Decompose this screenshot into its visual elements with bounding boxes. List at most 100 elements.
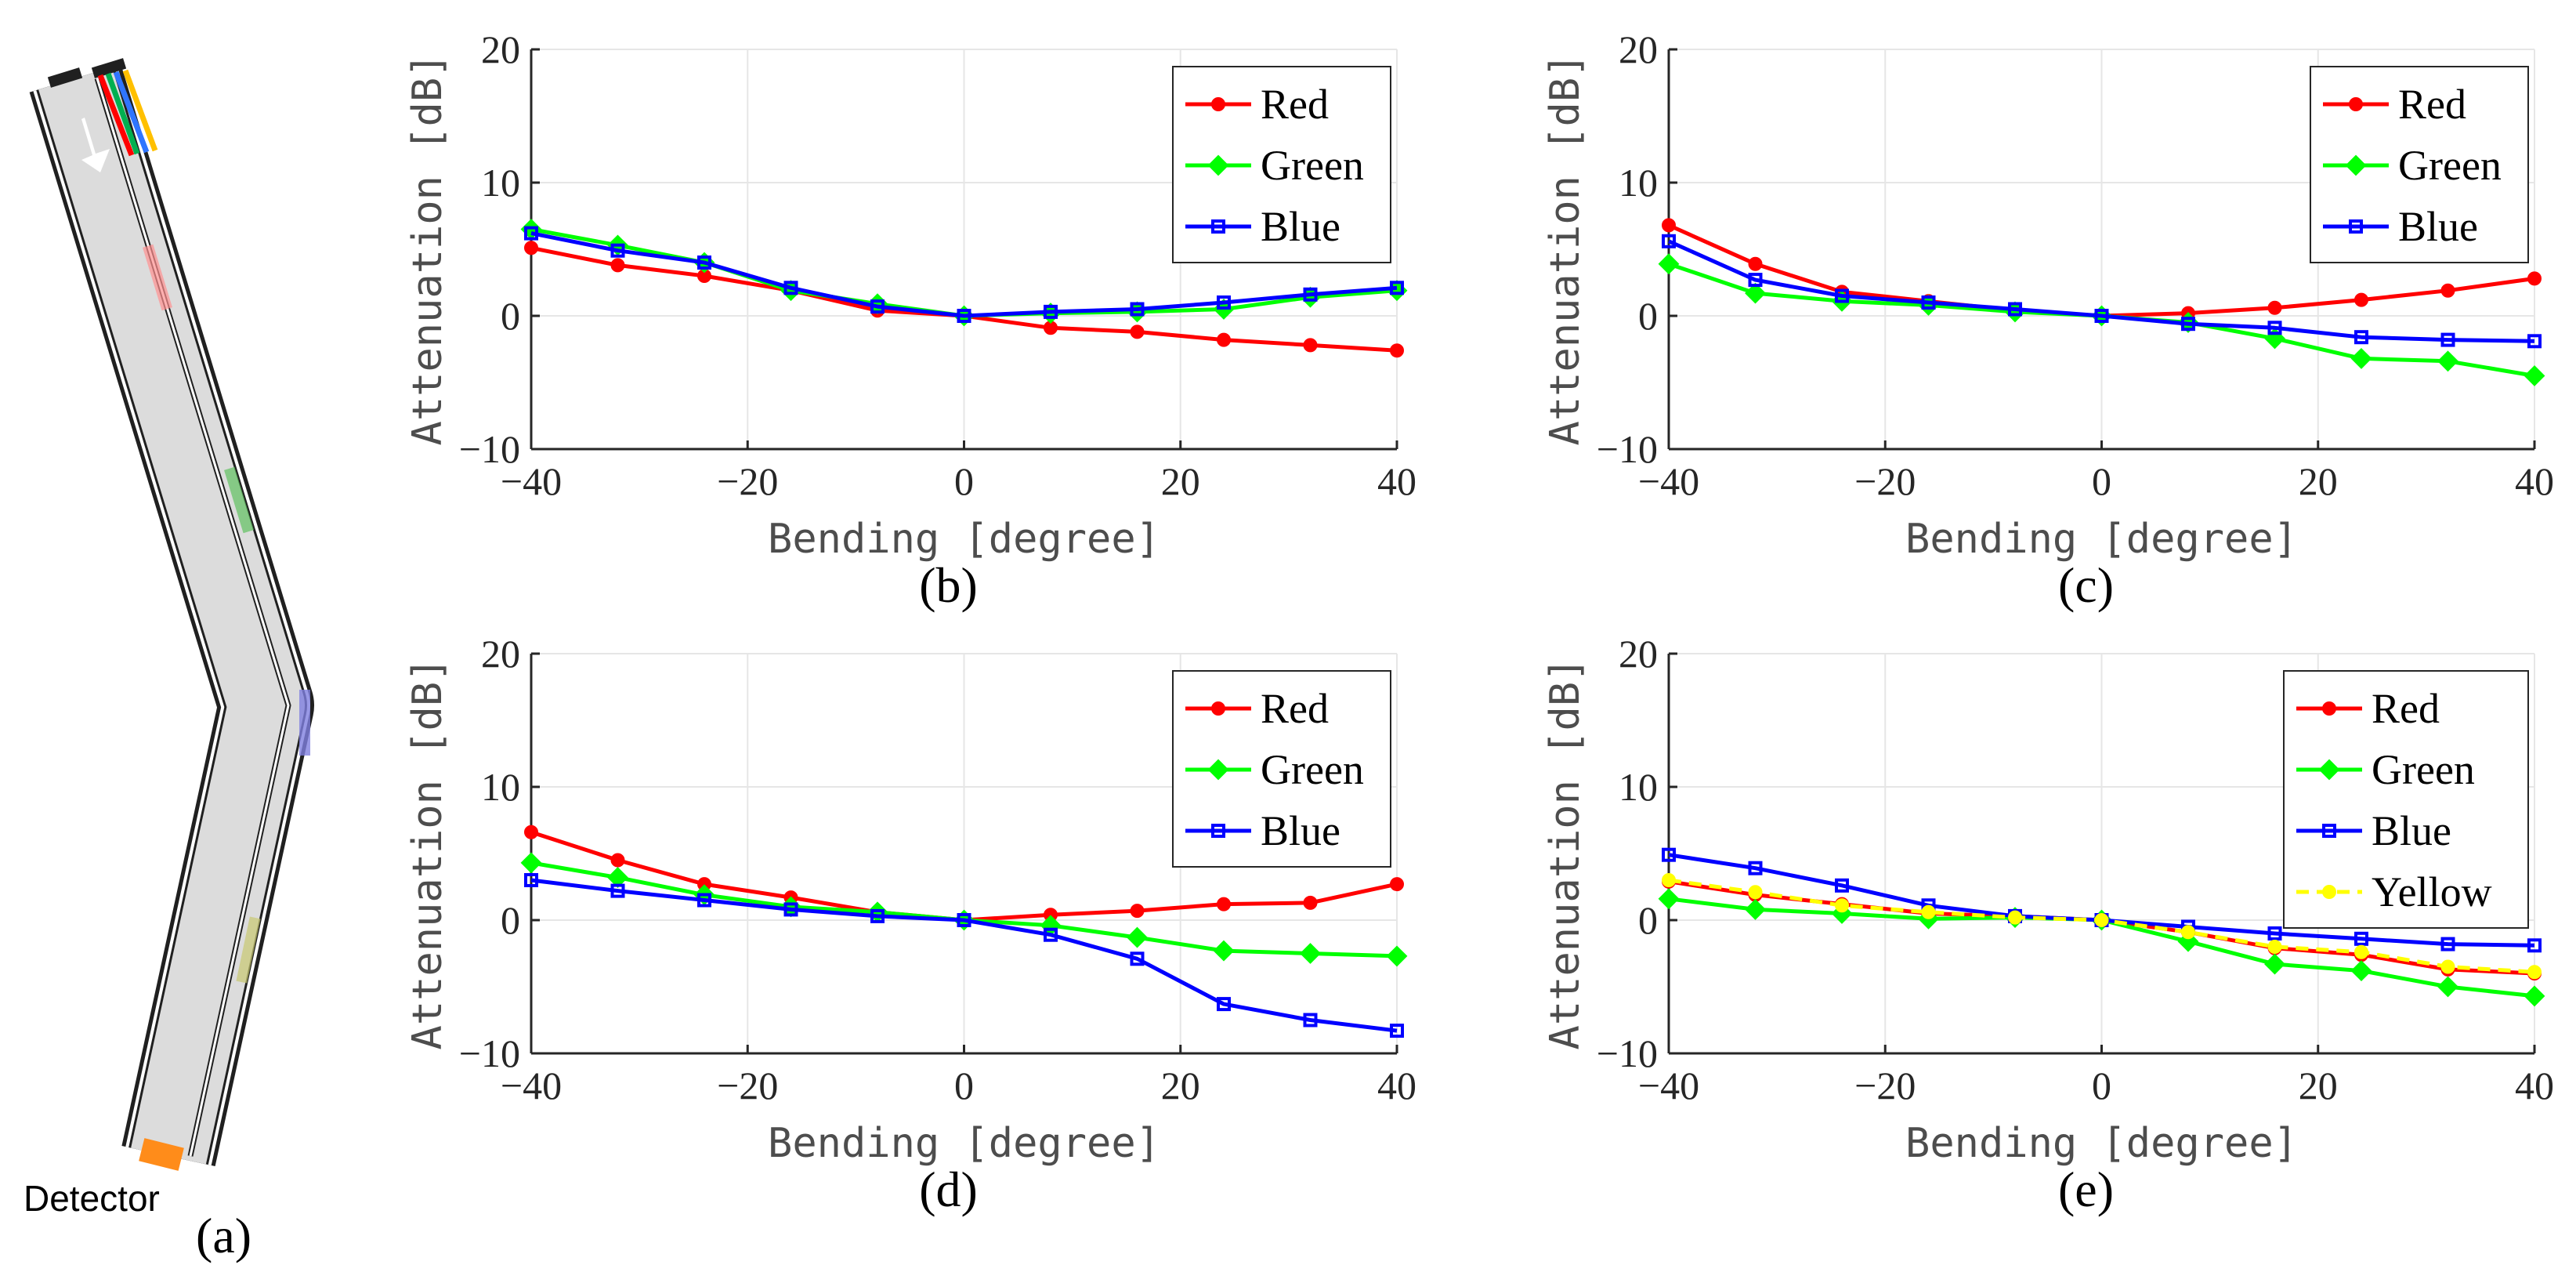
x-tick-label: 40: [1377, 1064, 1416, 1107]
y-tick-label: 10: [481, 765, 520, 809]
legend: Red Green Blue: [1172, 66, 1391, 263]
data-point-green: [1658, 253, 1680, 275]
series-line-blue: [530, 231, 1398, 318]
x-tick-label: −20: [717, 1064, 778, 1107]
color-patch-red: [143, 244, 172, 311]
data-point-yellow: [1835, 898, 1849, 913]
data-point-blue: [697, 256, 711, 270]
data-point-green: [2350, 347, 2372, 369]
x-tick-label: −40: [1638, 459, 1699, 503]
data-point-blue: [783, 902, 798, 917]
panel-label: (c): [2058, 557, 2114, 613]
data-point-blue: [1217, 295, 1231, 310]
data-point-red: [1303, 895, 1318, 910]
legend-label-green: Green: [2398, 142, 2502, 189]
data-point-blue: [1303, 287, 1318, 302]
data-point-blue: [1044, 304, 1058, 319]
color-patch-blue: [299, 690, 310, 756]
x-tick-label: −40: [501, 1064, 562, 1107]
data-point-blue: [2440, 937, 2455, 951]
series-blue: [524, 873, 1404, 1038]
data-point-green: [1213, 940, 1235, 962]
data-point-blue: [1921, 295, 1936, 310]
legend-marker-green: [2318, 759, 2340, 781]
x-tick-label: 40: [2515, 1064, 2554, 1107]
x-tick-label: −20: [1854, 459, 1916, 503]
data-point-blue: [2181, 317, 2195, 332]
data-point-red: [524, 825, 538, 839]
series-yellow: [1662, 873, 2542, 980]
x-tick-label: 40: [2515, 459, 2554, 503]
y-tick-label: −10: [1597, 1031, 1658, 1075]
legend-marker-red: [2322, 701, 2336, 716]
panel-label: (b): [919, 557, 978, 613]
fiber-diagram: Detector (a): [24, 58, 314, 1263]
data-point-red: [1303, 338, 1318, 353]
data-point-blue: [957, 309, 971, 323]
data-point-blue: [870, 908, 885, 923]
legend: Red Green Blue: [1172, 670, 1391, 868]
legend-label-blue: Blue: [1261, 807, 1340, 854]
x-tick-label: −20: [717, 459, 778, 503]
data-point-green: [1745, 282, 1766, 304]
y-tick-label: 0: [1638, 898, 1658, 942]
data-point-red: [1748, 256, 1763, 271]
legend-label-red: Red: [2398, 81, 2466, 128]
y-tick-label: 0: [501, 898, 520, 942]
light-ray-green: [105, 72, 140, 155]
detector: [139, 1138, 184, 1171]
y-tick-label: 10: [481, 161, 520, 205]
legend-marker-red: [1211, 701, 1225, 716]
data-point-yellow: [2008, 910, 2022, 925]
data-point-blue: [524, 226, 538, 241]
y-tick-label: 10: [1619, 765, 1658, 809]
data-point-blue: [1130, 951, 1145, 966]
data-point-blue: [2354, 330, 2368, 345]
x-axis-label: Bending [degree]: [768, 1120, 1160, 1167]
data-point-red: [1390, 877, 1404, 892]
data-point-blue: [957, 913, 971, 927]
data-point-blue: [1390, 1024, 1404, 1038]
data-point-blue: [1662, 847, 1676, 862]
legend-marker-blue: [1211, 824, 1225, 838]
series-line-blue: [1667, 239, 2535, 343]
y-tick-label: 0: [501, 294, 520, 338]
data-point-blue: [1662, 234, 1676, 248]
data-point-green: [520, 852, 542, 874]
x-tick-label: 20: [2299, 459, 2338, 503]
detector-label: Detector: [24, 1178, 160, 1219]
data-point-blue: [2267, 926, 2282, 941]
data-point-red: [1130, 324, 1145, 339]
x-tick-label: 20: [2299, 1064, 2338, 1107]
x-tick-label: 0: [954, 1064, 974, 1107]
data-point-yellow: [2440, 959, 2455, 974]
data-point-green: [2350, 960, 2372, 982]
y-tick-label: 20: [481, 632, 520, 676]
data-point-blue: [1217, 997, 1231, 1012]
x-tick-label: 20: [1161, 459, 1200, 503]
x-tick-label: 20: [1161, 1064, 1200, 1107]
x-tick-label: −20: [1854, 1064, 1916, 1107]
data-point-blue: [2008, 302, 2022, 317]
x-axis-label: Bending [degree]: [768, 516, 1160, 563]
legend-marker-red: [2349, 97, 2363, 111]
data-point-blue: [2527, 938, 2542, 953]
data-point-blue: [610, 243, 625, 258]
legend-label-blue: Blue: [2372, 807, 2451, 854]
x-axis-label: Bending [degree]: [1905, 1120, 2298, 1167]
legend: Red Green Blue: [2310, 66, 2529, 263]
data-point-red: [2267, 300, 2282, 315]
data-point-blue: [1130, 302, 1145, 317]
data-point-yellow: [2267, 940, 2282, 954]
color-patch-green: [224, 466, 254, 534]
data-point-red: [1662, 218, 1676, 233]
fiber-core: [38, 67, 305, 1165]
legend-label-blue: Blue: [1261, 203, 1340, 250]
legend-marker-green: [1207, 759, 1229, 781]
legend-label-green: Green: [2372, 746, 2475, 793]
data-point-blue: [2267, 321, 2282, 335]
data-point-blue: [2440, 332, 2455, 347]
legend-marker-green: [1207, 154, 1229, 176]
